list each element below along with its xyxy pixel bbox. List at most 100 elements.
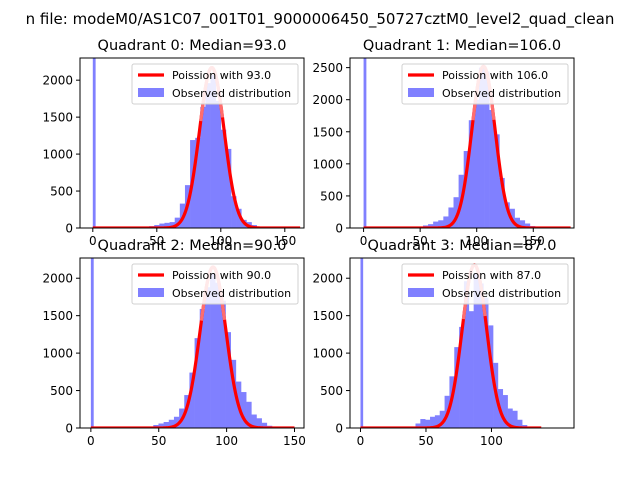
y-tick-label: 0 bbox=[65, 222, 73, 236]
histogram-bar bbox=[519, 220, 526, 228]
legend-label-observed: Observed distribution bbox=[172, 287, 291, 300]
y-tick-label: 2500 bbox=[312, 61, 343, 75]
histogram-bar-zero bbox=[92, 58, 96, 228]
y-tick-label: 0 bbox=[335, 222, 343, 236]
histogram-bar bbox=[231, 196, 237, 228]
histogram-bar bbox=[415, 423, 421, 428]
histogram-bar bbox=[210, 75, 216, 228]
histogram-bar bbox=[494, 134, 500, 228]
histogram-bar bbox=[524, 223, 531, 228]
legend-patch-swatch bbox=[408, 288, 434, 297]
legend-label-fit: Poission with 87.0 bbox=[442, 269, 541, 282]
x-tick-label: 150 bbox=[522, 234, 545, 248]
y-tick-label: 0 bbox=[65, 422, 73, 436]
histogram-bar bbox=[439, 410, 445, 428]
y-tick-label: 1500 bbox=[312, 309, 343, 323]
y-tick-label: 1500 bbox=[312, 125, 343, 139]
y-tick-label: 1000 bbox=[312, 157, 343, 171]
legend-label-fit: Poission with 93.0 bbox=[172, 69, 271, 82]
subplot-title: Quadrant 3: Median=87.0 bbox=[368, 238, 557, 254]
axes-frame bbox=[349, 57, 575, 229]
histogram-bar bbox=[169, 222, 176, 228]
histogram-bar bbox=[159, 223, 165, 228]
histogram-bar bbox=[236, 208, 242, 228]
y-tick-label: 1000 bbox=[42, 347, 73, 361]
subplot-title: Quadrant 2: Median=90.0 bbox=[98, 238, 287, 254]
histogram-bar bbox=[425, 419, 431, 428]
y-tick-label: 0 bbox=[335, 422, 343, 436]
x-tick-label: 100 bbox=[209, 234, 232, 248]
x-tick-label: 0 bbox=[357, 434, 365, 448]
y-tick-label: 500 bbox=[50, 384, 73, 398]
y-tick-label: 2000 bbox=[42, 272, 73, 286]
histogram-bar bbox=[468, 120, 475, 228]
figure-suptitle: n file: modeM0/AS1C07_001T01_9000006450_… bbox=[26, 10, 615, 29]
histogram-bar bbox=[463, 151, 470, 228]
histogram-bar bbox=[507, 408, 513, 428]
histogram-bar bbox=[241, 392, 247, 428]
legend-label-fit: Poission with 90.0 bbox=[172, 269, 271, 282]
histogram-bar bbox=[499, 177, 505, 228]
histogram-bar bbox=[205, 83, 211, 228]
legend: Poission with 90.0 Observed distribution bbox=[131, 263, 299, 305]
histogram-bar bbox=[168, 419, 175, 428]
legend: Poission with 106.0 Observed distribution bbox=[401, 63, 569, 105]
subplot-title: Quadrant 1: Median=106.0 bbox=[363, 38, 561, 54]
histogram-bar bbox=[189, 372, 195, 428]
axes-frame bbox=[349, 257, 575, 429]
histogram-bar bbox=[158, 423, 164, 428]
histogram-bar bbox=[453, 197, 459, 228]
histogram-bar bbox=[194, 338, 201, 428]
y-tick-label: 500 bbox=[320, 189, 343, 203]
histogram-bar bbox=[246, 401, 252, 428]
histogram-bar bbox=[225, 148, 232, 228]
y-tick-label: 1500 bbox=[42, 309, 73, 323]
legend-patch-swatch bbox=[408, 88, 434, 97]
legend-label-observed: Observed distribution bbox=[442, 287, 561, 300]
x-tick-label: 150 bbox=[283, 434, 306, 448]
histogram-bar bbox=[484, 71, 490, 228]
histogram-bar bbox=[256, 418, 262, 428]
y-tick-label: 2000 bbox=[312, 93, 343, 107]
histogram-bar bbox=[195, 137, 201, 228]
legend-label-observed: Observed distribution bbox=[172, 87, 291, 100]
histogram-bar bbox=[454, 347, 460, 428]
histogram-bar bbox=[230, 359, 237, 428]
histogram-bar bbox=[428, 224, 434, 228]
histogram-bar bbox=[430, 416, 436, 428]
legend-box bbox=[401, 263, 569, 305]
histogram-bar bbox=[502, 395, 508, 428]
histogram-bar bbox=[200, 106, 206, 228]
x-tick-label: 50 bbox=[151, 434, 166, 448]
legend-box bbox=[131, 63, 299, 105]
y-tick-label: 2000 bbox=[42, 74, 73, 88]
x-tick-label: 0 bbox=[87, 434, 95, 448]
y-tick-label: 500 bbox=[320, 384, 343, 398]
histogram-bar bbox=[478, 283, 484, 428]
legend-label-observed: Observed distribution bbox=[442, 87, 561, 100]
y-tick-label: 1000 bbox=[312, 347, 343, 361]
histogram-bar bbox=[438, 220, 444, 228]
histogram-bar bbox=[448, 207, 454, 228]
histogram-bar bbox=[488, 325, 494, 428]
x-tick-label: 100 bbox=[215, 434, 238, 448]
histogram-bar bbox=[215, 282, 221, 428]
x-tick-label: 0 bbox=[89, 234, 97, 248]
plot-area bbox=[359, 258, 543, 428]
poisson-fit-line bbox=[359, 263, 543, 428]
histogram-bar bbox=[473, 99, 480, 228]
y-tick-label: 1500 bbox=[42, 111, 73, 125]
y-tick-label: 500 bbox=[50, 185, 73, 199]
histogram-bar bbox=[489, 109, 495, 228]
histogram-bar bbox=[199, 308, 206, 428]
y-tick-label: 2000 bbox=[312, 272, 343, 286]
histogram-bar bbox=[251, 414, 257, 428]
histogram-bar bbox=[443, 216, 449, 228]
x-tick-label: 50 bbox=[149, 234, 164, 248]
